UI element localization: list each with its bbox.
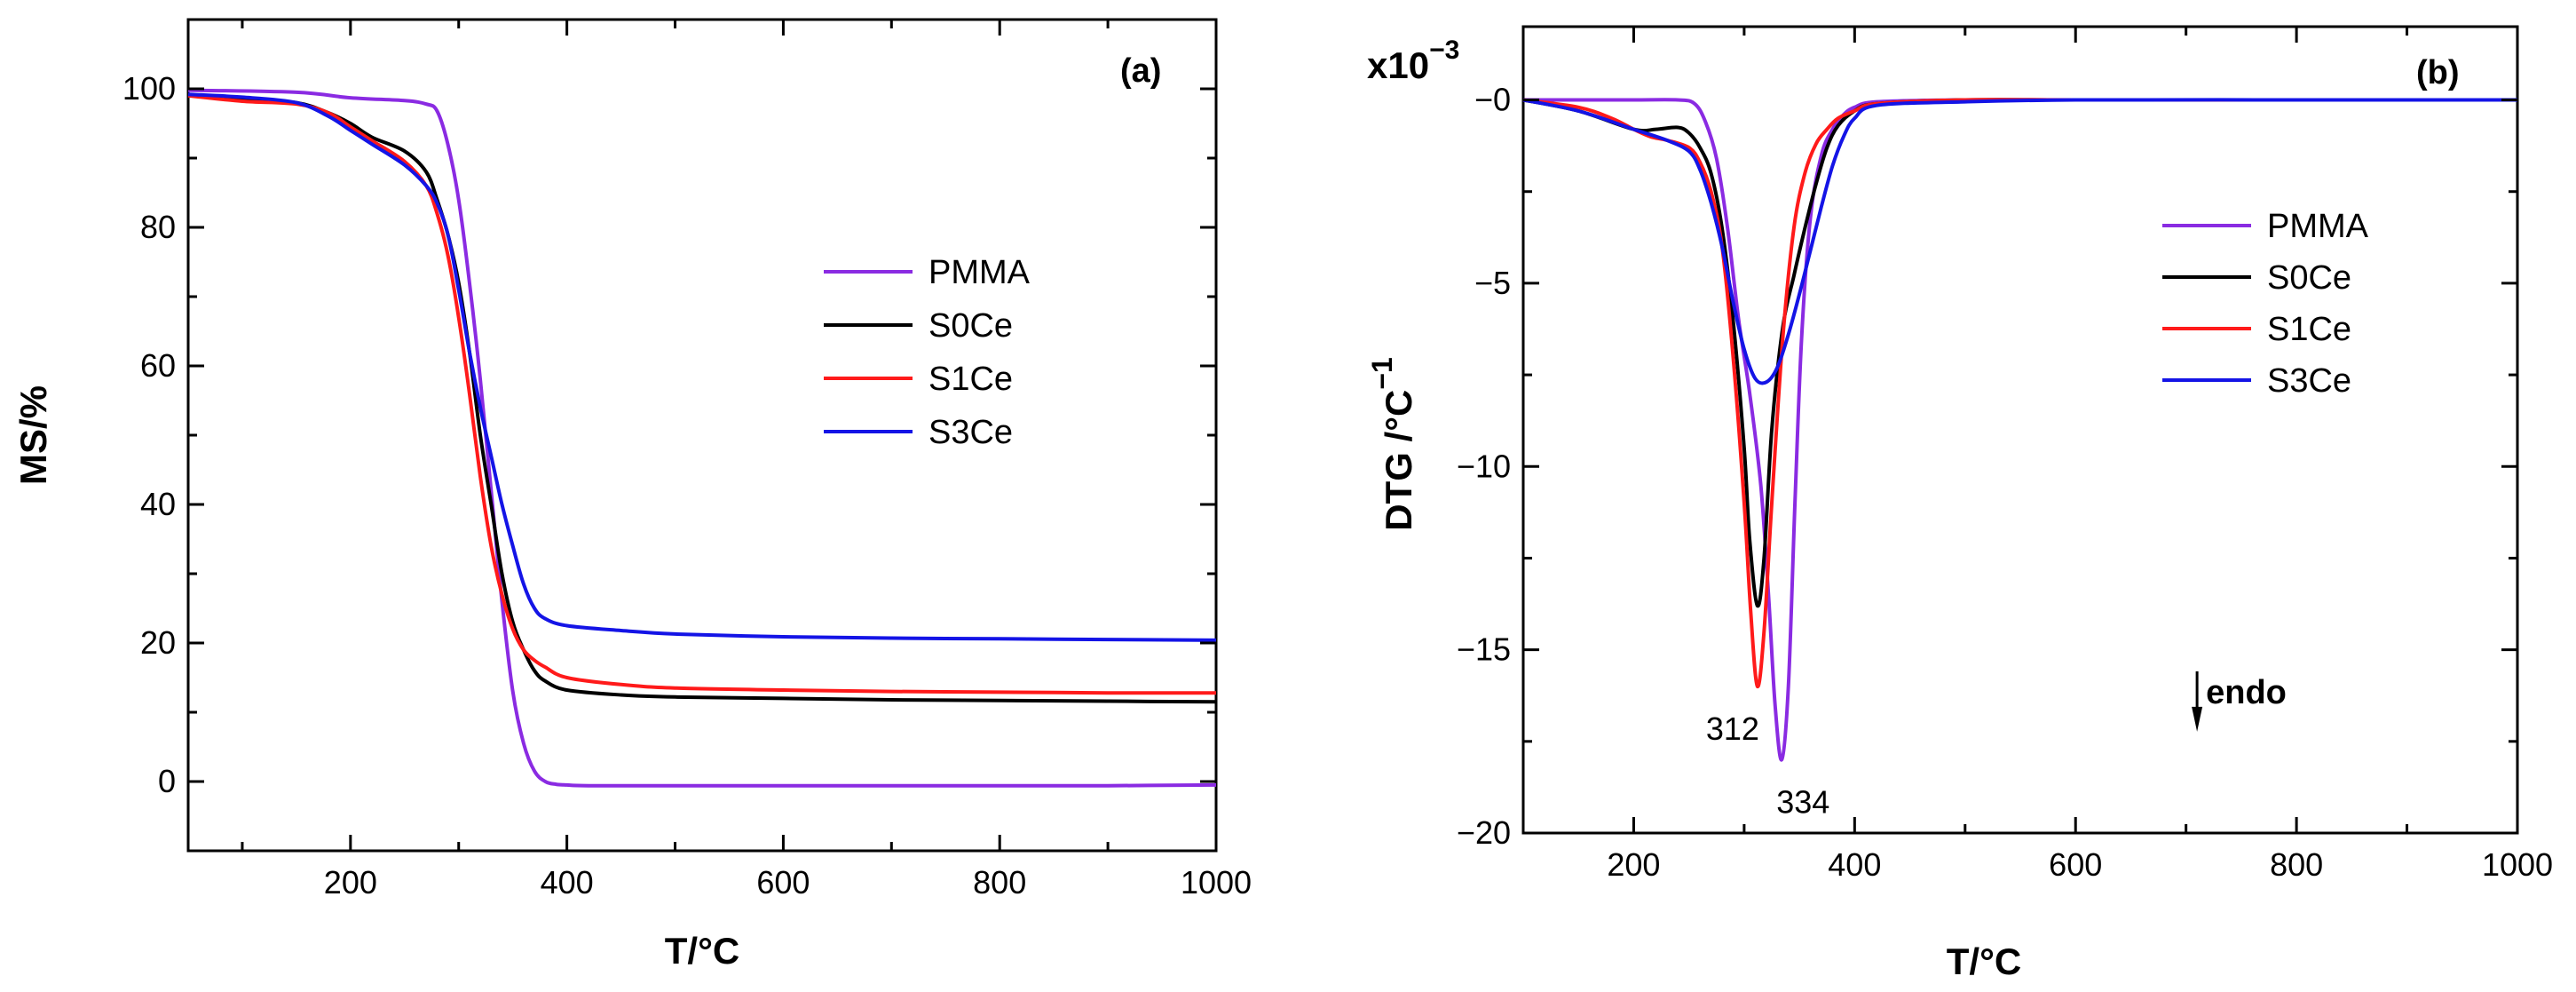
panel-b-series-s3ce — [1522, 98, 2517, 385]
panel-b-y-multiplier-base: x10 — [1367, 44, 1429, 86]
panel-a-series-s1ce — [187, 93, 1217, 695]
panel-b-y-multiplier: x10−3 — [1367, 36, 1459, 86]
panel-a-series-pmma — [187, 88, 1217, 788]
panel-a-y-tick-label: 20 — [140, 624, 176, 661]
peak-label-334: 334 — [1776, 784, 1829, 821]
panel-a-y-tick-label: 40 — [140, 486, 176, 522]
panel-b-x-tick-label: 800 — [2270, 846, 2323, 883]
panel-b-legend-label-s3ce: S3Ce — [2267, 362, 2351, 400]
panel-a-x-tick-label: 200 — [324, 864, 377, 901]
panel-b-frame — [1521, 25, 2519, 835]
panel-a-x-tick-label: 800 — [973, 864, 1026, 901]
panel-b-x-tick-label: 400 — [1828, 846, 1881, 883]
panel-b-y-axis-title-base: DTG /°C — [1378, 390, 1419, 531]
endo-label: endo — [2206, 674, 2287, 711]
panel-b-series-s0ce — [1522, 98, 2517, 608]
panel-b-x-tick-label: 600 — [2049, 846, 2102, 883]
panel-b-y-axis-title: DTG /°C−1 — [1366, 357, 1419, 531]
panel-b-x-axis-title: T/°C — [1947, 940, 2021, 982]
peak-label-312: 312 — [1706, 710, 1759, 747]
panel-b-annotations: 312 334 endo — [1706, 671, 2287, 821]
panel-a-legend-label-s1ce: S1Ce — [928, 361, 1013, 398]
panel-b-legend-label-s1ce: S1Ce — [2267, 311, 2351, 348]
panel-a-series-s3ce — [187, 92, 1217, 642]
panel-b-y-multiplier-exponent: −3 — [1429, 36, 1459, 65]
panel-a-y-tick-label: 60 — [140, 347, 176, 384]
panel-a-x-tick-label: 1000 — [1181, 864, 1252, 901]
panel-b-legend-label-s0ce: S0Ce — [2267, 259, 2351, 297]
panel-b-series-pmma — [1522, 98, 2517, 762]
panel-b-x-tick-label: 200 — [1607, 846, 1660, 883]
panel-b-series-s1ce — [1522, 98, 2517, 688]
panel-b-y-tick-label: −15 — [1457, 631, 1511, 668]
endo-arrow-head — [2192, 706, 2203, 732]
panel-b-y-tick-label: −20 — [1457, 814, 1511, 851]
panel-a-series-s0ce — [187, 93, 1217, 704]
panel-a-label: (a) — [1120, 52, 1161, 90]
panel-a-legend-label-s0ce: S0Ce — [928, 307, 1013, 345]
panel-a-chart: 200 400 600 800 1000 0 20 40 60 80 100 (a) T/°C M… — [12, 18, 1252, 972]
panel-b-legend: PMMA S0Ce S1Ce S3Ce — [2162, 208, 2369, 400]
panel-b-chart: 200 400 600 800 1000 −0 −5 −10 −15 −20 (b) x10−3… — [1366, 25, 2553, 982]
panel-b-y-tick-label: −10 — [1457, 448, 1511, 484]
panel-a-legend-label-pmma: PMMA — [928, 254, 1031, 291]
panel-a-x-tick-label: 600 — [756, 864, 810, 901]
panel-a-x-axis-title: T/°C — [665, 930, 739, 972]
panel-b-label: (b) — [2416, 54, 2460, 91]
panel-b-legend-label-pmma: PMMA — [2267, 208, 2369, 245]
panel-b-y-axis-title-exponent: −1 — [1366, 357, 1398, 389]
panel-b-y-tick-label: −0 — [1474, 82, 1511, 118]
panel-a-x-tick-label: 400 — [541, 864, 594, 901]
panel-a-legend-label-s3ce: S3Ce — [928, 414, 1013, 451]
panel-a-y-axis-title: MS/% — [12, 385, 54, 485]
panel-b-y-tick-label: −5 — [1474, 265, 1511, 301]
panel-a-frame — [186, 18, 1218, 853]
panel-a-y-tick-label: 100 — [122, 70, 176, 107]
panel-a-legend: PMMA S0Ce S1Ce S3Ce — [824, 254, 1031, 451]
panel-b-x-tick-label: 1000 — [2482, 846, 2553, 883]
panel-a-y-tick-label: 0 — [158, 763, 176, 799]
panel-a-y-tick-label: 80 — [140, 209, 176, 245]
